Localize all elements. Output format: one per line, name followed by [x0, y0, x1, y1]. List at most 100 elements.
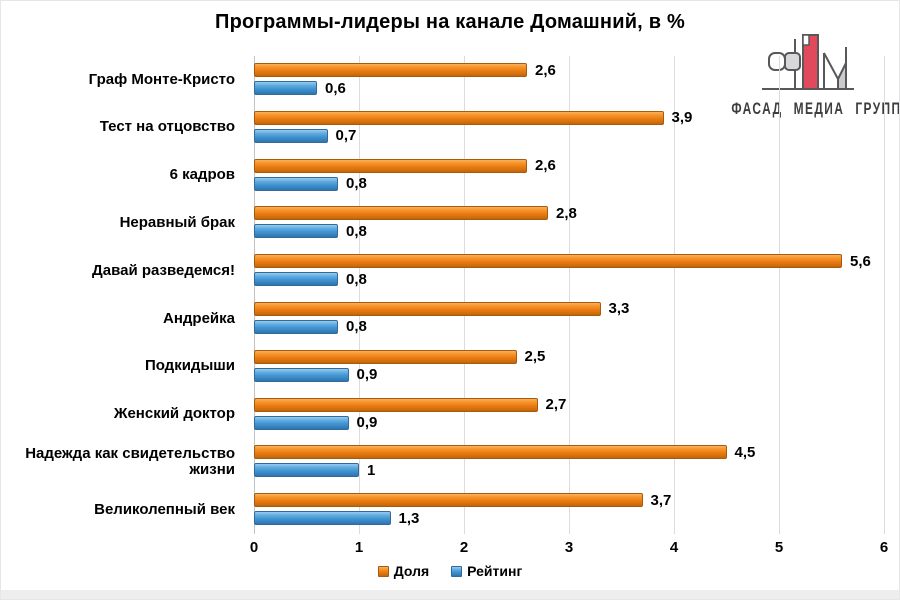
rating-value-label: 0,9 — [356, 414, 378, 432]
y-axis-line — [254, 56, 255, 534]
rating-bar — [254, 272, 338, 287]
bar-line: 5,6 — [254, 252, 884, 270]
share-bar — [254, 301, 601, 316]
rating-value-label: 1 — [367, 461, 376, 479]
rating-bar — [254, 319, 338, 334]
bar-row: 3,9 0,7 — [254, 104, 884, 152]
bar-row: 3,3 0,8 — [254, 295, 884, 343]
rating-value-label: 0,8 — [346, 175, 367, 193]
footer-strip — [1, 590, 899, 599]
x-tick-label: 5 — [774, 539, 784, 556]
bar-line: 0,9 — [254, 414, 884, 432]
share-bar — [254, 349, 517, 364]
category-label: Тест на отцовство — [99, 118, 235, 136]
bar-row: 2,6 0,6 — [254, 56, 884, 104]
rating-bar — [254, 367, 349, 382]
gridline — [359, 56, 360, 534]
rating-value-label: 0,8 — [346, 318, 367, 336]
share-value-label: 3,7 — [650, 491, 672, 509]
bar-line: 2,7 — [254, 396, 884, 414]
rating-value-label: 0,7 — [335, 127, 357, 145]
share-value-label: 5,6 — [850, 252, 871, 270]
gridline — [674, 56, 675, 534]
share-value-label: 2,6 — [535, 61, 556, 79]
bar-line: 0,8 — [254, 318, 884, 336]
bar-line: 0,8 — [254, 271, 884, 288]
bar-line: 0,8 — [254, 175, 884, 193]
logo-text: ФАСАД МЕДИА ГРУПП — [731, 99, 900, 118]
company-logo: ФАСАД МЕДИА ГРУПП — [724, 31, 899, 118]
rating-bar — [254, 463, 359, 478]
x-tick-label: 2 — [459, 539, 469, 556]
share-bar — [254, 110, 664, 125]
rating-bar — [254, 128, 328, 143]
legend-item-rating: Рейтинг — [451, 563, 522, 579]
gridline — [569, 56, 570, 534]
bar-line: 3,3 — [254, 300, 884, 318]
share-bar — [254, 63, 527, 77]
share-value-label: 2,6 — [535, 157, 556, 175]
gridline — [779, 56, 780, 534]
category-label: Надежда как свидетельство жизни — [25, 444, 235, 479]
share-value-label: 2,8 — [556, 204, 577, 222]
bar-line: 2,8 — [254, 204, 884, 222]
x-tick-label: 3 — [564, 539, 574, 556]
bar-line: 0,9 — [254, 366, 884, 383]
bar-line: 0,8 — [254, 222, 884, 240]
plot-area: 2,6 0,6 3,9 0,7 2,6 0,8 2,8 0,8 5,6 0,8 3,3 0,8 2,5 0… — [254, 56, 885, 534]
bar-line: 1,3 — [254, 509, 884, 527]
gridline — [884, 56, 885, 534]
share-value-label: 2,7 — [545, 396, 567, 414]
x-tick-label: 4 — [669, 539, 679, 556]
legend-item-share: Доля — [377, 563, 430, 579]
rating-bar — [254, 176, 338, 191]
share-value-label: 3,9 — [671, 109, 693, 127]
share-bar — [254, 493, 643, 508]
bar-line: 3,7 — [254, 491, 884, 509]
bar-row: 2,8 0,8 — [254, 199, 884, 247]
share-bar — [254, 254, 842, 269]
share-value-label: 4,5 — [734, 443, 756, 461]
bar-line: 2,5 — [254, 348, 884, 365]
gridline — [464, 56, 465, 534]
legend-marker-rating — [451, 565, 463, 577]
bar-line: 0,7 — [254, 127, 884, 145]
category-label: 6 кадров — [169, 166, 235, 184]
category-label: Граф Монте-Кристо — [88, 70, 235, 88]
chart-title: Программы-лидеры на канале Домашний, в % — [215, 11, 685, 33]
category-label: Андрейка — [163, 309, 235, 327]
x-axis: 0 1 2 3 4 5 6 — [250, 539, 888, 557]
category-label: Великолепный век — [94, 500, 235, 518]
bar-line: 4,5 — [254, 443, 884, 461]
rating-value-label: 0,8 — [346, 222, 367, 240]
rating-bar — [254, 224, 338, 239]
bar-line: 3,9 — [254, 109, 884, 127]
rating-bar — [254, 81, 317, 95]
legend-label: Рейтинг — [467, 563, 523, 579]
x-tick-label: 6 — [879, 539, 889, 556]
bar-row: 2,6 0,8 — [254, 152, 884, 200]
legend-marker-share — [377, 565, 389, 577]
rating-bar — [254, 415, 349, 430]
category-label: Неравный брак — [119, 214, 235, 232]
x-tick-label: 0 — [249, 539, 259, 556]
bar-line: 2,6 — [254, 61, 884, 79]
share-bar — [254, 397, 538, 412]
rating-value-label: 0,6 — [325, 79, 346, 97]
legend-label: Доля — [393, 563, 430, 579]
x-tick-label: 1 — [354, 539, 364, 556]
rating-bar — [254, 511, 391, 526]
share-bar — [254, 445, 727, 460]
share-bar — [254, 206, 548, 221]
bar-line: 2,6 — [254, 157, 884, 175]
share-value-label: 3,3 — [608, 300, 630, 318]
bar-row: 5,6 0,8 — [254, 247, 884, 295]
category-label: Женский доктор — [113, 405, 235, 423]
category-label: Подкидыши — [144, 357, 235, 375]
bar-row: 2,5 0,9 — [254, 343, 884, 391]
bar-row: 4,5 1 — [254, 438, 884, 486]
rating-value-label: 1,3 — [398, 509, 420, 527]
share-bar — [254, 158, 527, 173]
bar-line: 1 — [254, 461, 884, 479]
